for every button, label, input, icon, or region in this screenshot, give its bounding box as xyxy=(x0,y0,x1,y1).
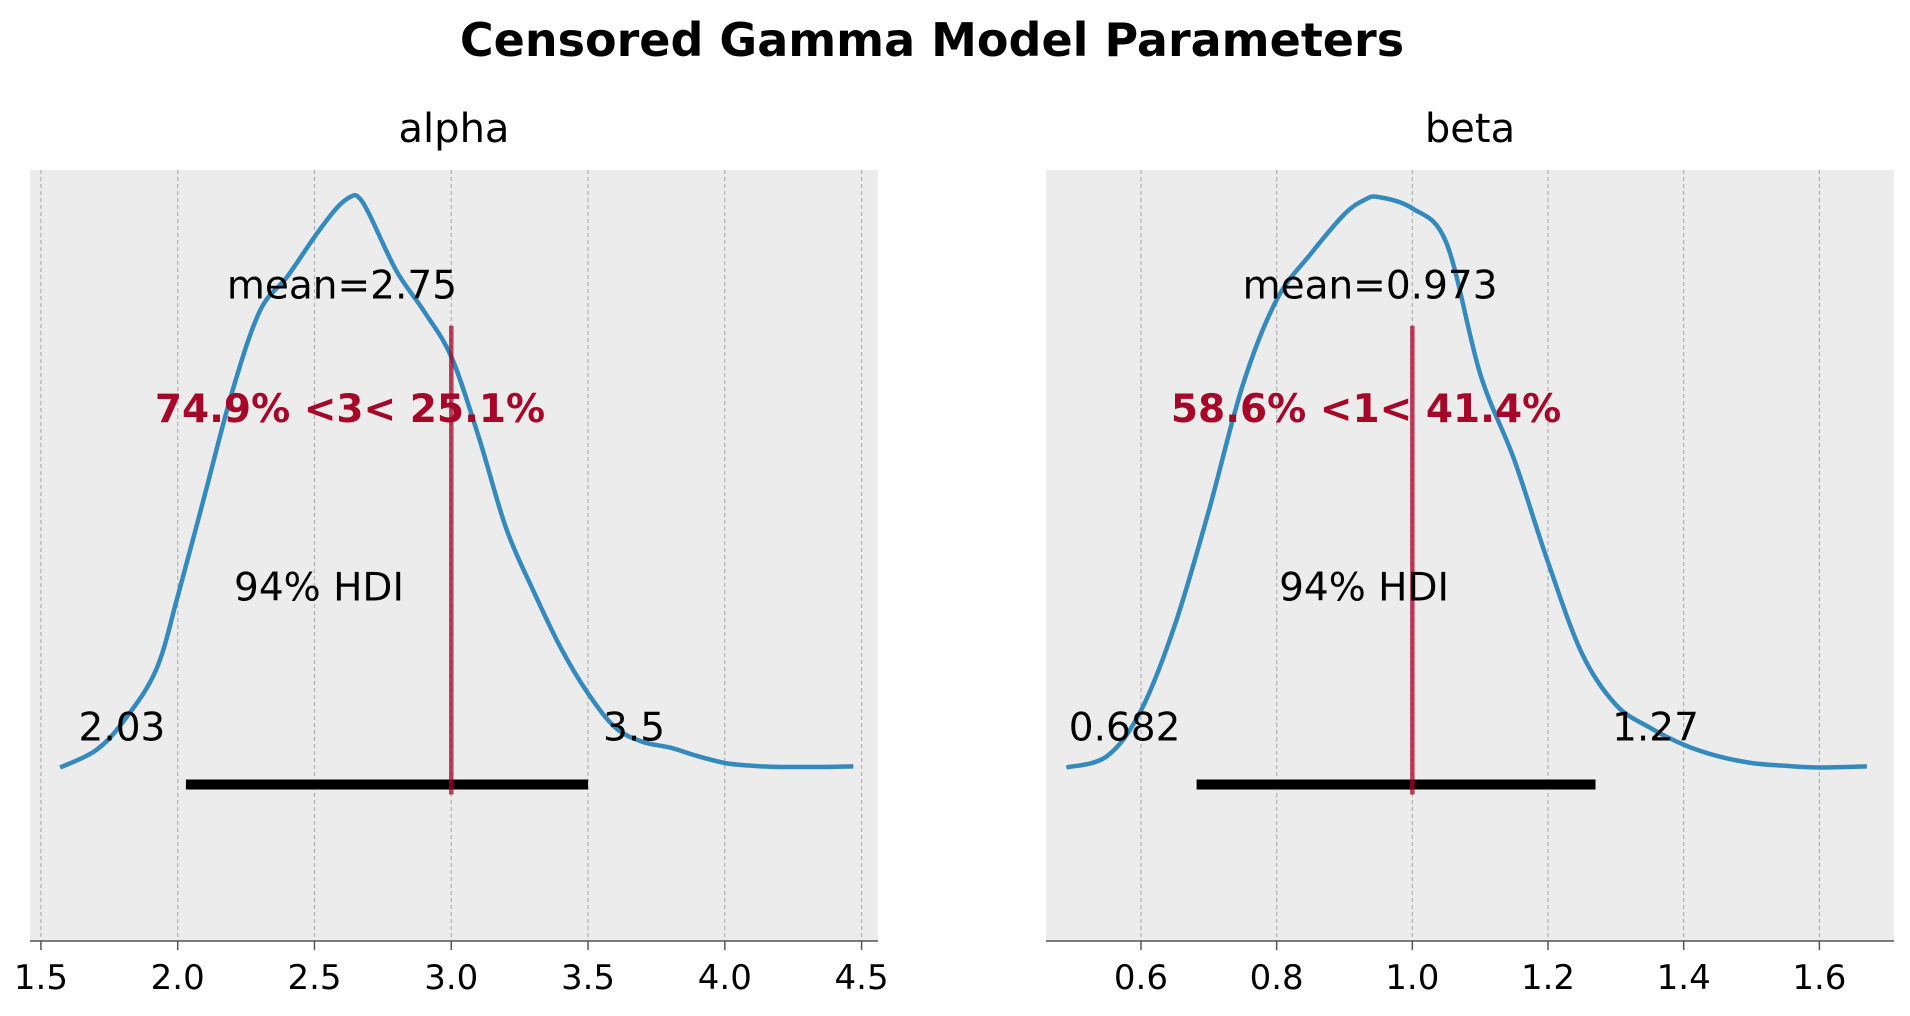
hdi-label: 94% HDI xyxy=(234,565,404,610)
mean-label: mean=2.75 xyxy=(227,264,457,309)
reference-label: 74.9% <3< 25.1% xyxy=(155,387,545,432)
panel-title: alpha xyxy=(399,106,510,152)
axes-background xyxy=(30,170,878,941)
hdi-low-label: 2.03 xyxy=(79,706,166,751)
x-tick-label: 3.0 xyxy=(424,958,478,998)
reference-label: 58.6% <1< 41.4% xyxy=(1171,387,1561,432)
hdi-low-label: 0.682 xyxy=(1069,706,1181,751)
x-tick-label: 4.5 xyxy=(835,958,889,998)
x-tick-label: 2.5 xyxy=(287,958,341,998)
x-tick-label: 0.6 xyxy=(1114,958,1168,998)
panel-alpha: alpha mean=2.75 74.9% <3< 25.1% 94% HDI … xyxy=(14,106,889,998)
axes-background xyxy=(1046,170,1894,941)
panel-beta: beta mean=0.973 58.6% <1< 41.4% 94% HDI … xyxy=(1046,106,1894,998)
x-tick-label: 2.0 xyxy=(151,958,205,998)
x-tick-label: 0.8 xyxy=(1250,958,1304,998)
x-tick-label: 1.4 xyxy=(1657,958,1711,998)
x-tick-label: 3.5 xyxy=(561,958,615,998)
density-curve xyxy=(59,192,854,770)
x-tick-label: 1.0 xyxy=(1385,958,1439,998)
x-tick-label: 1.5 xyxy=(14,958,68,998)
x-tick-label: 1.6 xyxy=(1792,958,1846,998)
x-tick-label: 4.0 xyxy=(698,958,752,998)
x-axis-ticks: 0.6 0.8 1.0 1.2 1.4 1.6 xyxy=(1114,941,1846,998)
x-axis-ticks: 1.5 2.0 2.5 3.0 3.5 4.0 4.5 xyxy=(14,941,889,998)
figure-title: Censored Gamma Model Parameters xyxy=(460,13,1404,67)
hdi-high-label: 1.27 xyxy=(1612,706,1699,751)
mean-label: mean=0.973 xyxy=(1243,264,1498,309)
hdi-label: 94% HDI xyxy=(1279,565,1449,610)
panel-title: beta xyxy=(1425,106,1515,152)
density-curve xyxy=(1065,194,1867,770)
hdi-high-label: 3.5 xyxy=(603,706,665,751)
x-tick-label: 1.2 xyxy=(1521,958,1575,998)
